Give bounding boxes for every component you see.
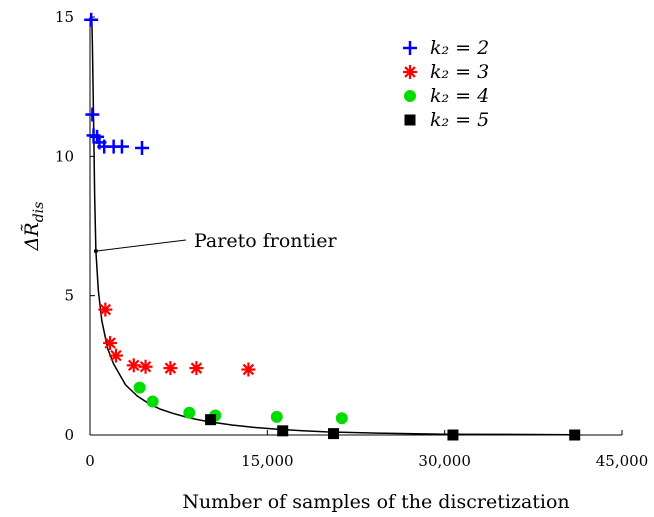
legend-marker-square [404,114,416,126]
legend-item: k₂ = 2 [403,37,489,59]
plus-point [84,12,99,27]
series-plus [84,12,150,155]
frontier-line [91,16,575,436]
legend-label: k₂ = 3 [430,61,489,83]
y-tick-label: 0 [64,426,74,444]
plus-point [85,107,100,122]
series-square [205,414,581,441]
asterisk-point [138,359,153,374]
asterisk-point [103,336,118,351]
series-asterisk [98,302,256,377]
asterisk-point [109,348,124,363]
pareto-frontier-curve [91,16,575,436]
asterisk-point [241,362,256,377]
legend: k₂ = 2k₂ = 3k₂ = 4k₂ = 5 [403,37,489,131]
plus-point [135,140,150,155]
y-axis-title-main: ΔR̃ [21,222,43,251]
annotation-label: Pareto frontier [194,230,337,252]
circle-point [183,406,196,419]
legend-marker-circle [404,90,416,102]
chart-ticks: 0 15,000 30,000 45,000 0 5 10 15 [55,8,648,470]
circle-point [335,412,348,425]
y-tick-label: 15 [55,8,74,26]
legend-marker-plus [403,41,417,55]
series-circle [133,381,348,425]
legend-label: k₂ = 4 [430,85,489,107]
legend-label: k₂ = 5 [430,109,489,131]
plus-point [114,139,129,154]
x-tick-label: 0 [85,452,95,470]
legend-item: k₂ = 3 [403,61,489,83]
y-tick-label: 10 [55,147,74,165]
x-tick-label: 30,000 [418,452,471,470]
asterisk-point [163,361,178,376]
annotation-leader-line [95,239,187,252]
pareto-annotation: Pareto frontier [93,230,337,254]
square-point [277,425,289,437]
asterisk-point [126,358,141,373]
circle-point [133,381,146,394]
x-tick-label: 45,000 [596,452,649,470]
asterisk-point [98,302,113,317]
annotation-point [93,249,98,254]
x-axis-title: Number of samples of the discretization [182,491,569,513]
legend-label: k₂ = 2 [430,37,489,59]
square-point [205,414,217,426]
asterisk-point [189,361,204,376]
y-axis-title-subscript: dis [31,202,47,223]
square-point [447,429,459,441]
y-axis-title: ΔR̃dis [21,202,47,252]
circle-point [270,410,283,423]
x-tick-label: 15,000 [241,452,294,470]
legend-item: k₂ = 4 [404,85,489,107]
data-points [84,12,581,441]
y-tick-label: 5 [64,287,74,305]
circle-point [146,395,159,408]
legend-marker-asterisk [403,65,417,79]
square-point [569,429,581,441]
square-point [328,428,340,440]
legend-item: k₂ = 5 [404,109,489,131]
